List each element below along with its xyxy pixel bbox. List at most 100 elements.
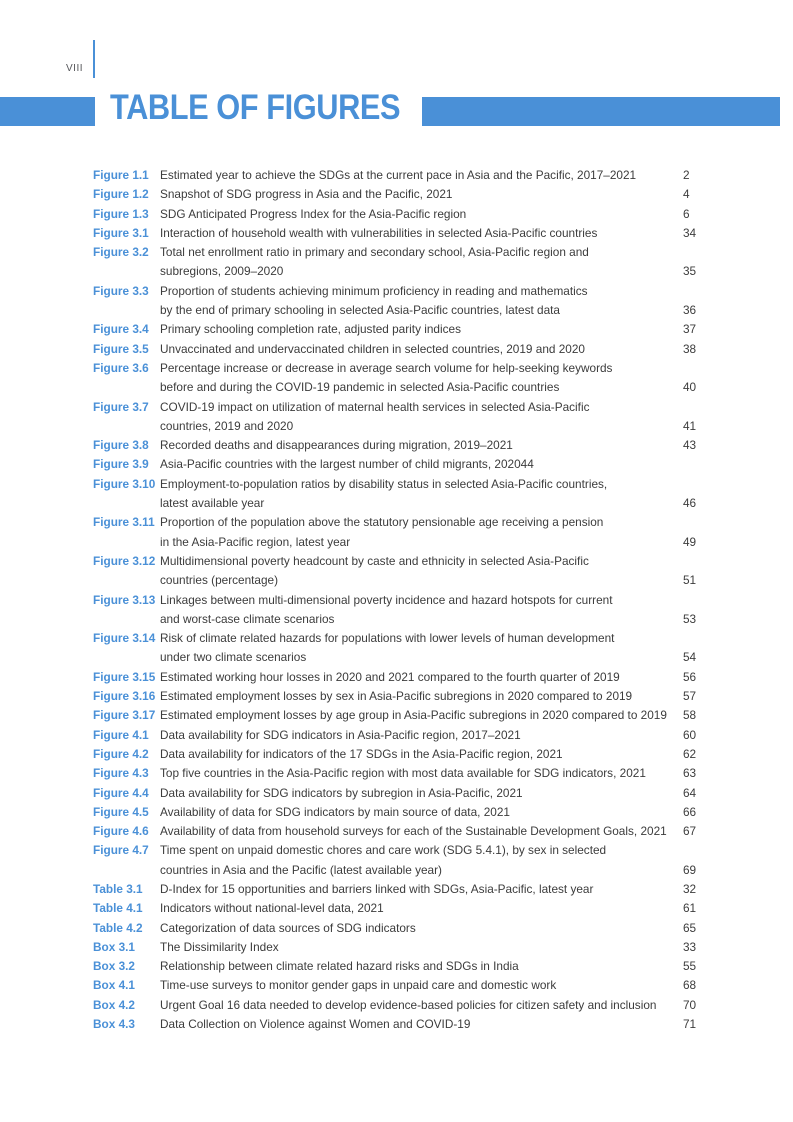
toc-entry[interactable]: Figure 4.1 Data availability for SDG ind…: [93, 726, 753, 745]
toc-entry[interactable]: Figure 4.6 Availability of data from hou…: [93, 822, 753, 841]
toc-entry[interactable]: Figure 4.3 Top five countries in the Asi…: [93, 764, 753, 783]
entry-page-number: 67: [683, 824, 697, 839]
entry-title: Estimated employment losses by sex in As…: [160, 687, 683, 706]
toc-entry[interactable]: Box 3.2 Relationship between climate rel…: [93, 957, 753, 976]
entry-title: Time spent on unpaid domestic chores and…: [160, 841, 683, 880]
entry-page-number: 70: [683, 997, 697, 1012]
toc-entry[interactable]: Figure 1.2 Snapshot of SDG progress in A…: [93, 185, 753, 204]
entry-title-line: Data availability for SDG indicators in …: [160, 727, 521, 742]
entry-title: Data availability for SDG indicators in …: [160, 726, 683, 745]
toc-entry[interactable]: Figure 4.5 Availability of data for SDG …: [93, 803, 753, 822]
toc-entry[interactable]: Box 4.3 Data Collection on Violence agai…: [93, 1015, 753, 1034]
toc-entry[interactable]: Figure 1.1 Estimated year to achieve the…: [93, 166, 753, 185]
toc-entry[interactable]: Figure 3.3 Proportion of students achiev…: [93, 282, 753, 321]
entry-label: Figure 3.14: [93, 631, 156, 646]
entry-title-line: Time-use surveys to monitor gender gaps …: [160, 978, 557, 993]
entry-page-number: 37: [683, 322, 697, 337]
toc-entry[interactable]: Figure 3.6 Percentage increase or decrea…: [93, 359, 753, 398]
toc-entry[interactable]: Figure 3.16 Estimated employment losses …: [93, 687, 753, 706]
toc-entry[interactable]: Figure 3.7 COVID-19 impact on utilizatio…: [93, 398, 753, 437]
entry-title-line: SDG Anticipated Progress Index for the A…: [160, 206, 467, 221]
toc-entry[interactable]: Table 4.2 Categorization of data sources…: [93, 919, 753, 938]
entry-label: Box 4.2: [93, 997, 135, 1012]
toc-entry[interactable]: Box 4.2 Urgent Goal 16 data needed to de…: [93, 996, 753, 1015]
toc-entry[interactable]: Figure 3.9 Asia-Pacific countries with t…: [93, 455, 753, 474]
entry-title-line: Recorded deaths and disappearances durin…: [160, 438, 513, 453]
toc-entry[interactable]: Box 3.1 The Dissimilarity Index 33: [93, 938, 753, 957]
entry-label: Figure 4.3: [93, 766, 149, 781]
entry-label: Figure 3.17: [93, 708, 156, 723]
entry-label: Box 4.1: [93, 978, 135, 993]
entry-title-line: Asia-Pacific countries with the largest …: [160, 457, 534, 472]
toc-entry[interactable]: Figure 4.4 Data availability for SDG ind…: [93, 784, 753, 803]
entry-title-line: countries, 2019 and 2020: [160, 418, 294, 433]
entry-page-number: 62: [683, 746, 697, 761]
toc-entry[interactable]: Figure 3.11 Proportion of the population…: [93, 513, 753, 552]
entry-page-number: 33: [683, 939, 697, 954]
entry-page-number: 46: [683, 496, 697, 511]
entry-title-line: Relationship between climate related haz…: [160, 959, 519, 974]
toc-entry[interactable]: Figure 4.7 Time spent on unpaid domestic…: [93, 841, 753, 880]
toc-entry[interactable]: Figure 3.4 Primary schooling completion …: [93, 320, 753, 339]
entry-page-number: 66: [683, 804, 697, 819]
toc-entry[interactable]: Figure 3.5 Unvaccinated and undervaccina…: [93, 340, 753, 359]
entry-title-line: The Dissimilarity Index: [160, 939, 279, 954]
toc-entry[interactable]: Figure 3.2 Total net enrollment ratio in…: [93, 243, 753, 282]
table-of-figures-list: Figure 1.1 Estimated year to achieve the…: [93, 166, 753, 1034]
entry-label: Figure 3.5: [93, 341, 149, 356]
toc-entry[interactable]: Table 4.1 Indicators without national-le…: [93, 899, 753, 918]
toc-entry[interactable]: Figure 1.3 SDG Anticipated Progress Inde…: [93, 205, 753, 224]
entry-title: Time-use surveys to monitor gender gaps …: [160, 976, 683, 995]
toc-entry[interactable]: Figure 3.14 Risk of climate related haza…: [93, 629, 753, 668]
entry-title: Snapshot of SDG progress in Asia and the…: [160, 185, 683, 204]
entry-page-number: 40: [683, 380, 697, 395]
entry-label: Figure 1.2: [93, 187, 149, 202]
entry-page-number: 54: [683, 650, 697, 665]
entry-page-number: 71: [683, 1017, 697, 1032]
toc-entry[interactable]: Table 3.1 D-Index for 15 opportunities a…: [93, 880, 753, 899]
entry-title: Linkages between multi-dimensional pover…: [160, 591, 683, 630]
entry-label: Figure 3.13: [93, 592, 156, 607]
entry-title: Employment-to-population ratios by disab…: [160, 475, 683, 514]
entry-title: Unvaccinated and undervaccinated childre…: [160, 340, 683, 359]
toc-entry[interactable]: Figure 3.13 Linkages between multi-dimen…: [93, 591, 753, 630]
entry-label: Box 3.1: [93, 939, 135, 954]
entry-title: D-Index for 15 opportunities and barrier…: [160, 880, 683, 899]
toc-entry[interactable]: Figure 4.2 Data availability for indicat…: [93, 745, 753, 764]
entry-title-line: Categorization of data sources of SDG in…: [160, 920, 416, 935]
entry-label: Figure 3.15: [93, 669, 156, 684]
entry-title: Estimated working hour losses in 2020 an…: [160, 668, 683, 687]
entry-label: Figure 1.3: [93, 206, 149, 221]
entry-title: SDG Anticipated Progress Index for the A…: [160, 205, 683, 224]
entry-title-line: Risk of climate related hazards for popu…: [160, 631, 615, 646]
entry-title-line: before and during the COVID-19 pandemic …: [160, 380, 560, 395]
entry-title-line: Data Collection on Violence against Wome…: [160, 1017, 471, 1032]
entry-label: Box 4.3: [93, 1017, 135, 1032]
toc-entry[interactable]: Figure 3.17 Estimated employment losses …: [93, 706, 753, 725]
entry-title: Data Collection on Violence against Wome…: [160, 1015, 683, 1034]
entry-title-line: Proportion of the population above the s…: [160, 515, 604, 530]
toc-entry[interactable]: Figure 3.10 Employment-to-population rat…: [93, 475, 753, 514]
toc-entry[interactable]: Figure 3.1 Interaction of household weal…: [93, 224, 753, 243]
entry-title: Interaction of household wealth with vul…: [160, 224, 683, 243]
entry-label: Figure 3.8: [93, 438, 149, 453]
entry-title: Data availability for indicators of the …: [160, 745, 683, 764]
entry-title-line: by the end of primary schooling in selec…: [160, 303, 560, 318]
entry-label: Table 4.1: [93, 901, 143, 916]
entry-title-line: Estimated working hour losses in 2020 an…: [160, 669, 620, 684]
entry-label: Figure 3.9: [93, 457, 149, 472]
entry-page-number: 68: [683, 978, 697, 993]
entry-title: Estimated year to achieve the SDGs at th…: [160, 166, 683, 185]
entry-label: Figure 3.7: [93, 399, 149, 414]
entry-title-line: Availability of data from household surv…: [160, 824, 667, 839]
toc-entry[interactable]: Box 4.1 Time-use surveys to monitor gend…: [93, 976, 753, 995]
entry-label: Figure 4.1: [93, 727, 149, 742]
toc-entry[interactable]: Figure 3.12 Multidimensional poverty hea…: [93, 552, 753, 591]
entry-title: Availability of data from household surv…: [160, 822, 683, 841]
entry-page-number: 4: [683, 187, 690, 202]
entry-label: Figure 4.2: [93, 746, 149, 761]
toc-entry[interactable]: Figure 3.15 Estimated working hour losse…: [93, 668, 753, 687]
entry-title-line: Data availability for indicators of the …: [160, 746, 563, 761]
toc-entry[interactable]: Figure 3.8 Recorded deaths and disappear…: [93, 436, 753, 455]
